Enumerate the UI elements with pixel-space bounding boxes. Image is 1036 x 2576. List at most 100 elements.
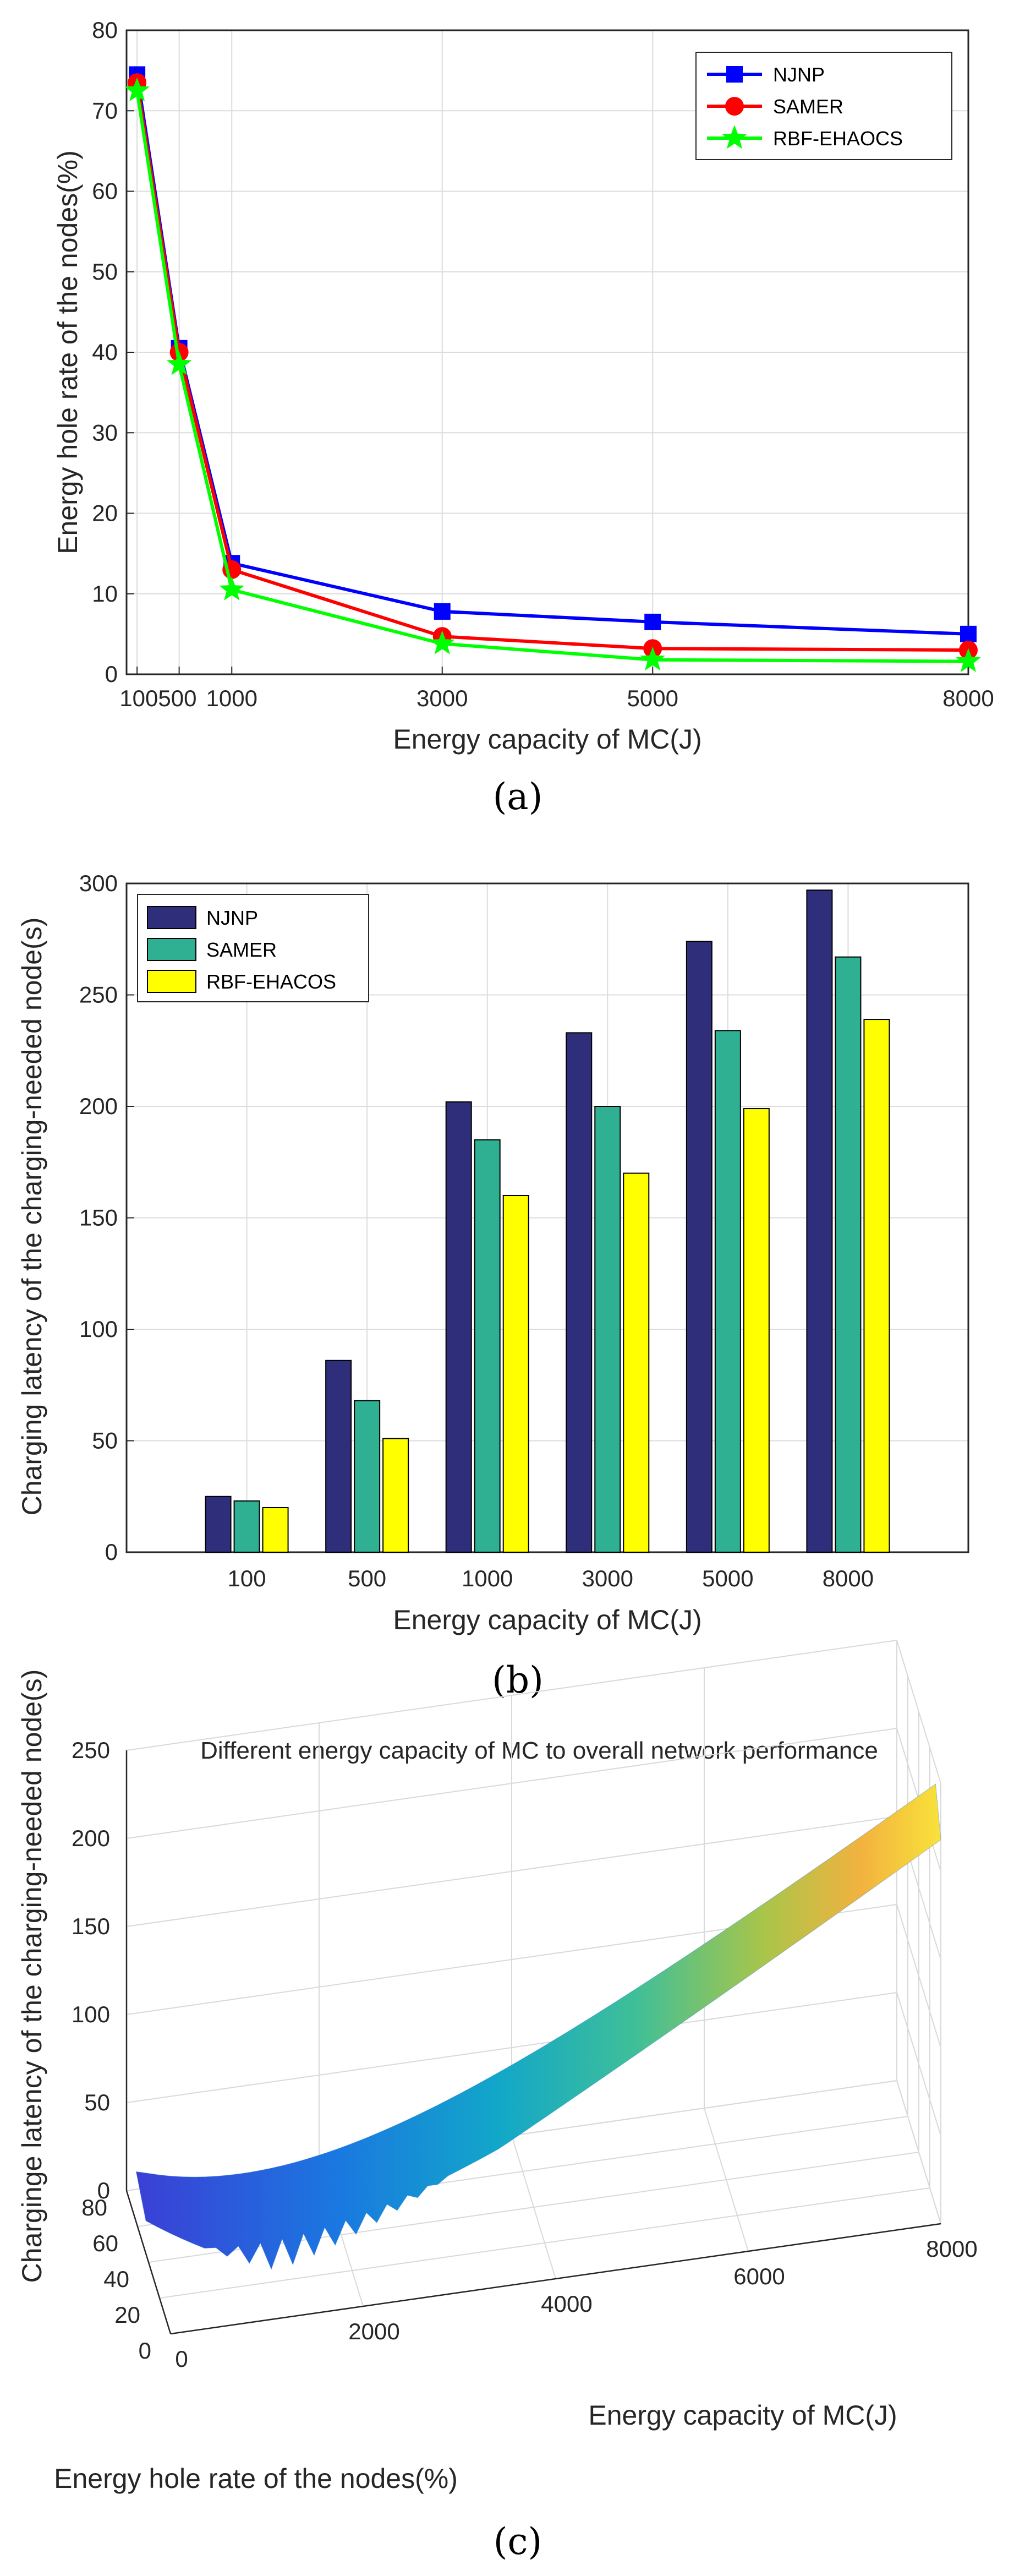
grid-line: [126, 1903, 941, 2048]
bars-b: [205, 889, 890, 1553]
bar-njnp: [445, 1101, 472, 1553]
data-point-rbf-ehaocs: [219, 576, 245, 601]
z-axis-label-c: Charginge latency of the charging-needed…: [17, 1669, 47, 2283]
x-tick-label: 500: [348, 1565, 386, 1591]
y-tick-label: 80: [81, 2195, 107, 2220]
x-axis-label-a: Energy capacity of MC(J): [393, 724, 701, 755]
y-axis-label-a: Energy hole rate of the nodes(%): [52, 150, 83, 554]
data-point-rbf-ehaocs: [166, 351, 192, 375]
bar-njnp: [325, 1360, 352, 1553]
x-tick-label: 3000: [582, 1565, 633, 1591]
legend-entry: SAMER: [773, 95, 843, 118]
x-tick-label: 8000: [942, 685, 994, 711]
bar-rbf-ehacos: [502, 1195, 529, 1553]
legend-entry: SAMER: [206, 938, 277, 961]
series-a: [124, 66, 981, 672]
x-tick-label: 100: [228, 1565, 266, 1591]
z-tick-label: 150: [72, 1913, 110, 1939]
bar-rbf-ehacos: [623, 1172, 650, 1553]
data-point-njnp: [960, 625, 977, 642]
bar-samer: [594, 1106, 621, 1553]
legend-marker: [726, 66, 743, 83]
series-line-samer: [135, 82, 969, 652]
y-tick-label: 70: [92, 97, 118, 123]
x-tick-label: 0: [175, 2346, 188, 2372]
legend-b: NJNP SAMER RBF-EHACOS: [137, 894, 369, 1002]
x-tick-label: 100500: [119, 685, 196, 711]
y-tick-label: 0: [105, 661, 118, 687]
y-ticks-b: 0 50 100 150 200 250 300: [79, 870, 134, 1565]
chart-title-c: Different energy capacity of MC to overa…: [200, 1737, 878, 1764]
y-tick-label: 100: [79, 1316, 118, 1342]
data-point-njnp: [644, 613, 661, 630]
grid-line: [126, 1991, 941, 2136]
legend-swatch: [147, 938, 196, 961]
surface-mesh: [135, 1783, 941, 2270]
bar-njnp: [806, 889, 833, 1553]
x-tick-label: 3000: [416, 685, 468, 711]
data-point-rbf-ehaocs: [640, 646, 666, 671]
y-tick-label: 20: [92, 500, 118, 526]
bar-chart-b: 0 50 100 150 200 250 300 100 500 1000 3000 5000 800…: [17, 870, 969, 1701]
panel-label-c: (c): [494, 2520, 542, 2563]
grid-line: [159, 2187, 930, 2299]
ticks-c: 0 50 100 150 200 250 0 2000 4000 6000 8000 0 20 40 60 8…: [72, 1737, 978, 2372]
x-tick-label: 8000: [823, 1565, 874, 1591]
legend-entry: RBF-EHACOS: [206, 970, 336, 993]
y-tick-label: 50: [92, 259, 118, 285]
y-ticks-a: 0 10 20 30 40 50 60 70 80: [92, 17, 134, 687]
y-axis-line: [125, 2190, 172, 2334]
legend-entry: NJNP: [206, 907, 258, 929]
bar-rbf-ehacos: [743, 1108, 770, 1553]
series-line-rbf-ehaocs: [135, 90, 969, 663]
y-axis-label-c: Energy hole rate of the nodes(%): [54, 2463, 458, 2494]
y-tick-label: 300: [79, 870, 118, 896]
legend-swatch: [147, 970, 196, 993]
x-tick-label: 5000: [702, 1565, 753, 1591]
legend-a: NJNP SAMER RBF-EHAOCS: [695, 52, 952, 160]
bar-njnp: [686, 941, 712, 1553]
legend-swatch: [147, 906, 196, 929]
bar-samer: [714, 1030, 741, 1553]
y-tick-label: 40: [103, 2266, 129, 2292]
x-tick-label: 5000: [627, 685, 678, 711]
x-tick-label: 1000: [206, 685, 257, 711]
y-tick-label: 60: [92, 2230, 118, 2256]
x-axis-line: [170, 2223, 941, 2335]
y-tick-label: 30: [92, 419, 118, 445]
z-tick-label: 50: [84, 2089, 110, 2115]
bar-rbf-ehacos: [382, 1438, 409, 1553]
grid-line: [126, 1639, 941, 1784]
bar-samer: [354, 1400, 381, 1553]
legend-entry: RBF-EHAOCS: [773, 127, 903, 150]
bar-samer: [474, 1139, 501, 1553]
data-point-rbf-ehaocs: [124, 77, 150, 102]
z-tick-label: 0: [97, 2177, 110, 2203]
x-axis-label-c: Energy capacity of MC(J): [588, 2400, 897, 2431]
grid-c: [125, 1639, 941, 2335]
bar-rbf-ehacos: [262, 1507, 289, 1553]
x-tick-label: 6000: [733, 2263, 785, 2289]
y-tick-label: 40: [92, 339, 118, 365]
legend-marker: [722, 125, 747, 149]
data-point-rbf-ehaocs: [956, 648, 981, 672]
grid-a: [127, 30, 969, 675]
bar-samer: [835, 956, 862, 1553]
panel-label-b: (b): [492, 1659, 544, 1701]
y-tick-label: 20: [114, 2302, 140, 2328]
bar-njnp: [566, 1032, 593, 1553]
surface-c: [135, 1783, 941, 2270]
x-axis-label-b: Energy capacity of MC(J): [393, 1604, 701, 1635]
y-tick-label: 200: [79, 1093, 118, 1119]
y-tick-label: 50: [92, 1428, 118, 1454]
z-tick-label: 100: [72, 2001, 110, 2027]
y-tick-label: 0: [105, 1539, 118, 1565]
surface-chart-c: Different energy capacity of MC to overa…: [17, 1639, 978, 2563]
bar-njnp: [205, 1496, 232, 1553]
legend-entry: NJNP: [773, 63, 825, 86]
x-tick-label: 1000: [462, 1565, 513, 1591]
data-point-rbf-ehaocs: [429, 630, 455, 654]
x-ticks-b: 100 500 1000 3000 5000 8000: [228, 1544, 874, 1591]
x-tick-label: 2000: [348, 2318, 399, 2344]
